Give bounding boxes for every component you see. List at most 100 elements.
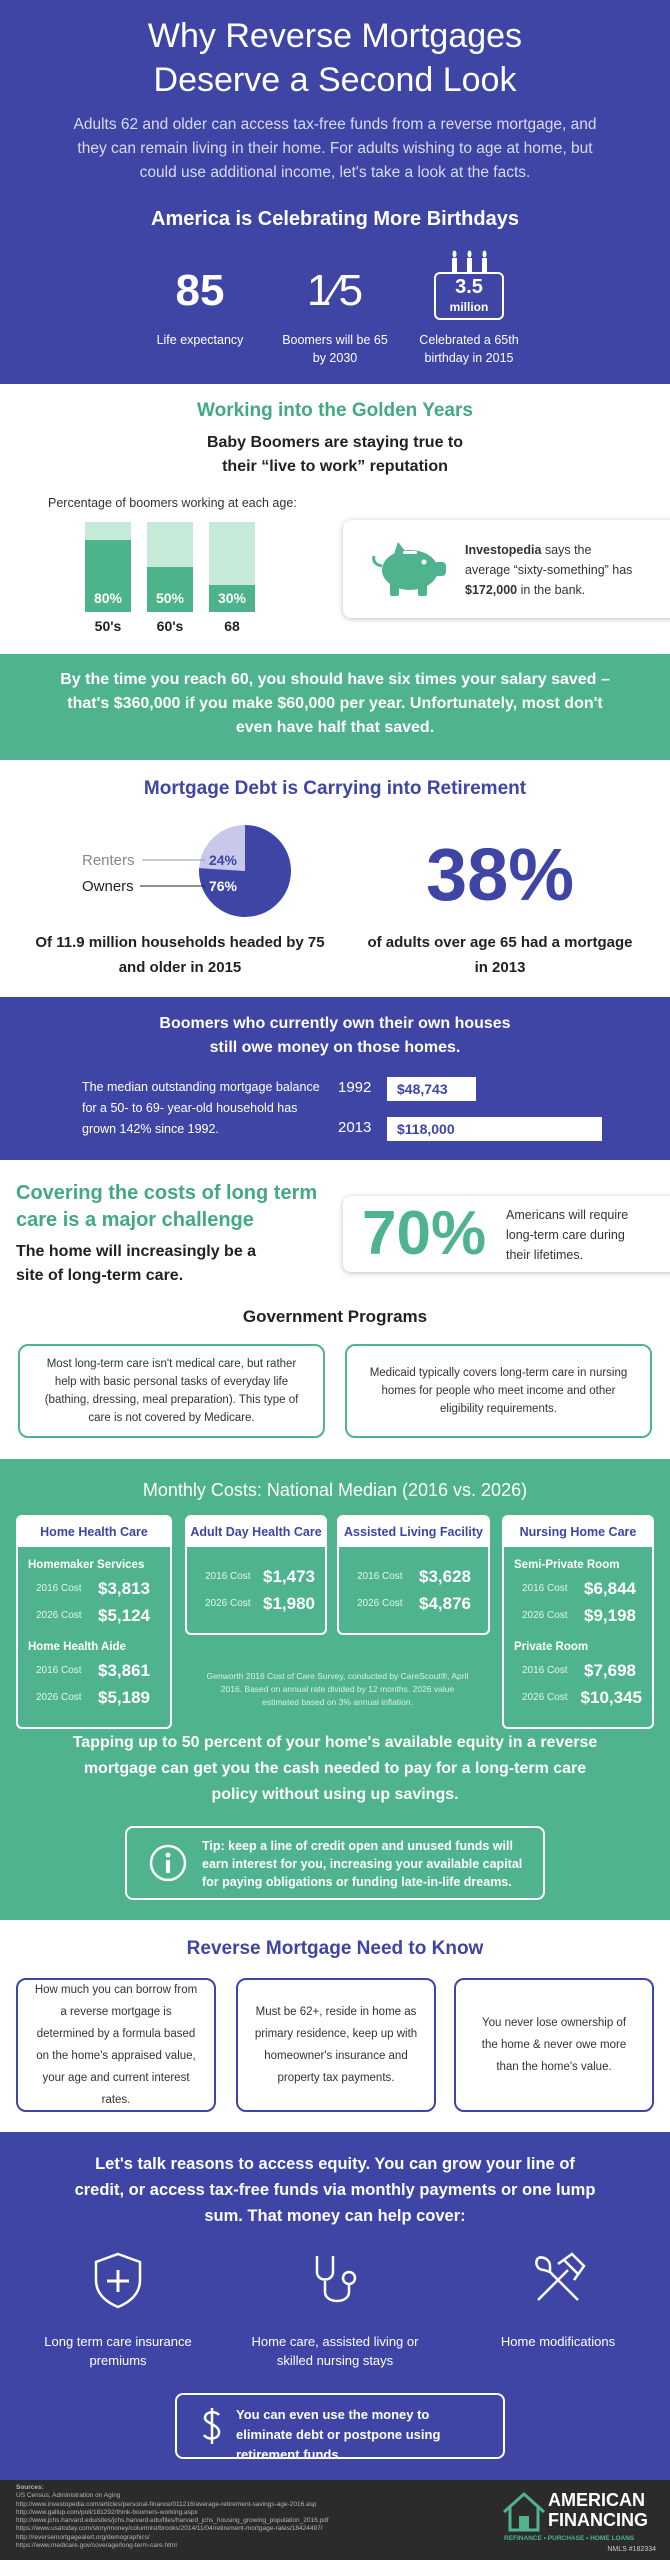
bar-category: 60's: [156, 618, 184, 634]
card-body: Homemaker Services 2016 Cost $3,813 2026 Co…: [18, 1547, 170, 1727]
stat-caption: of adults over age 65 had a mortgage in …: [367, 934, 633, 976]
cost-label: 2026 Cost: [522, 1610, 568, 1621]
group-name: Semi-Private Room: [514, 1559, 620, 1571]
stat-label: Boomers will be 65 by 2030: [282, 333, 388, 365]
bar-category: 50's: [94, 618, 122, 634]
cost-label: 2026 Cost: [36, 1692, 82, 1703]
card-title: Nursing Home Care: [504, 1517, 652, 1547]
program-box: Most long-term care isn't medical care, …: [18, 1344, 325, 1438]
logo-line2: FINANCING: [548, 2510, 648, 2530]
birthdays-heading: America is Celebrating More Birthdays: [151, 208, 519, 230]
callout-amount: $172,000: [465, 583, 518, 597]
cost-value: $6,844: [584, 1578, 636, 1598]
cost-card: Adult Day Health Care 2016 Cost $1,473 2026…: [185, 1515, 327, 1635]
cost-value: $7,698: [584, 1660, 636, 1680]
info-icon: [149, 1844, 187, 1882]
cost-group: Homemaker Services 2016 Cost $3,813 2026 Co…: [28, 1555, 160, 1629]
need-heading: Reverse Mortgage Need to Know: [186, 1938, 484, 1959]
need-text: How much you can borrow from a reverse m…: [34, 1984, 198, 2106]
outstanding-text: The median outstanding mortgage balance …: [82, 1080, 320, 1136]
cost-row: 2026 Cost $5,124: [28, 1602, 160, 1629]
costs-footnote: Genworth 2016 Cost of Care Survey, condu…: [206, 1671, 469, 1707]
cost-card: Nursing Home Care Semi-Private Room 2016 C…: [502, 1515, 654, 1729]
tip-box: [125, 1826, 545, 1900]
bar: [147, 567, 193, 612]
cost-card: Home Health Care Homemaker Services 2016 C…: [16, 1515, 172, 1729]
nmls: NMLS #182334: [607, 2546, 656, 2553]
working-heading: Working into the Golden Years: [197, 400, 473, 421]
tools-icon: [535, 2252, 586, 2301]
cost-row: 2016 Cost $3,861: [28, 1657, 160, 1684]
stat-value: 1⁄5: [306, 266, 364, 315]
cost-label: 2016 Cost: [36, 1665, 82, 1676]
reason-callout: You can even use the money to eliminate …: [236, 2407, 441, 2462]
outstanding-heading: Boomers who currently own their own hous…: [159, 1015, 511, 1056]
logo-tagline: REFINANCE • PURCHASE • HOME LOANS: [504, 2535, 635, 2542]
stethoscope-icon: [315, 2256, 357, 2303]
bar: [209, 585, 255, 612]
pie-caption: Of 11.9 million households headed by 75 …: [35, 934, 325, 976]
program-box: Medicaid typically covers long-term care…: [345, 1344, 652, 1438]
bar-category: 68: [224, 618, 240, 634]
stat-value: 3.5: [455, 276, 483, 298]
costs-heading: Monthly Costs: National Median (2016 vs.…: [142, 1480, 528, 1500]
bar-value-label: 80%: [93, 590, 123, 606]
source: http://www.jchs.harvard.edu/sites/jchs.h…: [16, 2517, 329, 2525]
pie-chart: 24% 76% Renters Owners: [82, 825, 291, 917]
sources: Sources: US Census, Administration on Agi…: [16, 2484, 456, 2550]
cost-group: Home Health Aide 2016 Cost $3,861 2026 Cost…: [28, 1637, 160, 1711]
pie-slice: [199, 825, 245, 871]
reason-label: Home care, assisted living or skilled nu…: [251, 2334, 419, 2368]
reason-callout-box: [175, 2393, 505, 2459]
care-subheading: The home will increasingly be a site of …: [16, 1243, 257, 1284]
reasons-text: Let's talk reasons to access equity. You…: [74, 2155, 596, 2225]
group-name: Private Room: [514, 1641, 589, 1653]
cost-row: 2016 Cost $3,628: [349, 1563, 478, 1590]
cost-value: $3,813: [98, 1578, 150, 1598]
cost-row: 2016 Cost $7,698: [514, 1657, 642, 1684]
footer-band: [0, 2480, 670, 2560]
need-text: Must be 62+, reside in home as primary r…: [254, 2006, 418, 2084]
program-text: Medicaid typically covers long-term care…: [369, 1367, 628, 1415]
cost-value: $4,876: [419, 1593, 471, 1613]
cost-row: 2026 Cost $9,198: [514, 1602, 642, 1629]
piggy-bank-icon: [372, 542, 446, 596]
source: http://reversemortgagealert.org/demograp…: [16, 2533, 150, 2541]
card-body: 2016 Cost $3,628 2026 Cost $4,876: [339, 1547, 488, 1633]
stat-label: Celebrated a 65th birthday in 2015: [419, 333, 519, 365]
programs-heading: Government Programs: [242, 1307, 428, 1326]
need-box: You never lose ownership of the home & n…: [454, 1978, 654, 2112]
tip-text: Tip: keep a line of credit open and unus…: [202, 1839, 523, 1889]
reason-label: Long term care insurance premiums: [44, 2334, 192, 2368]
cost-value: $9,198: [584, 1605, 636, 1625]
cost-row: 2016 Cost $1,473: [197, 1563, 315, 1590]
title: Why Reverse Mortgages Deserve a Second L…: [147, 17, 523, 99]
cost-group: Private Room 2016 Cost $7,698 2026 Cost $10,…: [514, 1637, 642, 1711]
card-title: Assisted Living Facility: [339, 1517, 488, 1547]
cost-label: 2026 Cost: [36, 1610, 82, 1621]
group-name: Homemaker Services: [28, 1559, 145, 1571]
pie-legend: Renters: [82, 852, 135, 869]
stat-value: 38%: [425, 833, 575, 916]
care-heading: Covering the costs of long term care is …: [16, 1182, 318, 1231]
card-title: Home Health Care: [18, 1517, 170, 1547]
stat-value: 85: [175, 266, 225, 315]
bar-year: 2013: [338, 1119, 372, 1136]
cost-label: 2016 Cost: [522, 1583, 568, 1594]
shield-icon: [94, 2252, 142, 2309]
bar-year: 1992: [338, 1079, 372, 1096]
pie-slice: [199, 825, 291, 917]
cost-value: $1,980: [263, 1593, 315, 1613]
cost-value: $5,189: [98, 1687, 150, 1707]
cost-group: Semi-Private Room 2016 Cost $6,844 2026 Cos…: [514, 1555, 642, 1629]
cost-label: 2026 Cost: [357, 1598, 403, 1609]
source: http://www.investopedia.com/articles/per…: [16, 2500, 317, 2508]
reason-label: Home modifications: [500, 2334, 616, 2349]
cost-row: 2026 Cost $4,876: [349, 1590, 478, 1617]
logo-house: [502, 2491, 546, 2532]
callout-text-after: in the bank.: [517, 583, 586, 597]
callout-value: 70%: [362, 1199, 487, 1268]
cost-label: 2016 Cost: [357, 1571, 403, 1582]
